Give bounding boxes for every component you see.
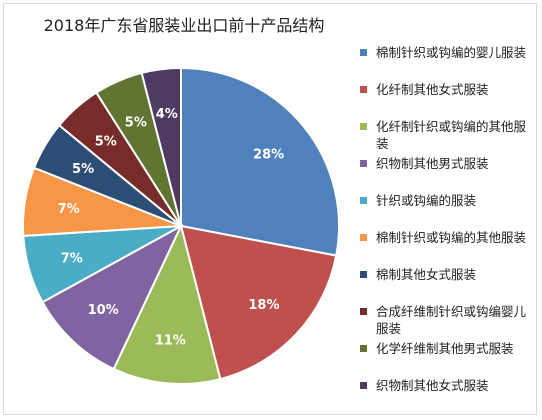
slice-data-label: 7% (61, 252, 83, 267)
slice-data-label: 28% (253, 147, 284, 162)
legend-label: 化纤制其他女式服装 (376, 82, 489, 97)
slice-data-label: 4% (156, 107, 178, 122)
pie-slice (179, 224, 338, 381)
chart-frame: 2018年广东省服装业出口前十产品结构 28% 18% 11% 10% 7% 7% 5% 5%… (3, 3, 537, 415)
legend-label: 棉制其他女式服装 (376, 267, 477, 282)
legend-label: 针织或钩编的服装 (376, 193, 477, 208)
legend-item: 合成纤维制针织或钩编婴儿服装 (358, 303, 534, 340)
pie-slice (180, 66, 340, 257)
legend-swatch (360, 271, 367, 278)
pie-slice (112, 223, 222, 385)
legend-swatch (360, 86, 367, 93)
pie-slice (41, 223, 184, 371)
legend-swatch (360, 345, 367, 352)
slice-data-label: 5% (125, 116, 147, 131)
legend-item: 针织或钩编的服装 (358, 192, 534, 229)
legend-item: 化学纤维制其他男式服装 (358, 340, 534, 377)
legend-swatch (360, 160, 367, 167)
legend-swatch (360, 123, 367, 130)
slice-data-label: 18% (248, 298, 279, 313)
legend-label: 化纤制针织或钩编的其他服装 (376, 119, 527, 151)
legend-item: 织物制其他男式服装 (358, 155, 534, 192)
pie-chart: 28%18%11%10%7%7%5%5%5%4% (22, 66, 340, 385)
legend-swatch (360, 308, 367, 315)
legend-item: 棉制其他女式服装 (358, 266, 534, 303)
slice-data-label: 11% (155, 333, 186, 348)
legend-item: 化纤制其他女式服装 (358, 81, 534, 118)
legend-item: 棉制针织或钩编的婴儿服装 (358, 44, 534, 81)
legend-item: 化纤制针织或钩编的其他服装 (358, 118, 534, 155)
slice-data-label: 5% (72, 162, 94, 177)
legend-item: 棉制针织或钩编的其他服装 (358, 229, 534, 266)
legend-swatch (360, 49, 367, 56)
legend-label: 合成纤维制针织或钩编婴儿服装 (376, 304, 527, 336)
chart-title: 2018年广东省服装业出口前十产品结构 (43, 16, 325, 35)
slice-data-label: 5% (95, 135, 117, 150)
legend-label: 棉制针织或钩编的其他服装 (376, 230, 527, 245)
legend-label: 织物制其他女式服装 (376, 378, 489, 393)
chart-legend: 棉制针织或钩编的婴儿服装 化纤制其他女式服装化纤制针织或钩编的其他服装织物制其他男… (358, 44, 534, 414)
legend-swatch (360, 234, 367, 241)
slice-data-label: 10% (88, 303, 119, 318)
pie-slice (140, 66, 182, 227)
legend-swatch (360, 382, 367, 389)
legend-item: 织物制其他女式服装 (358, 377, 534, 414)
legend-label: 化学纤维制其他男式服装 (376, 341, 514, 356)
legend-swatch (360, 197, 367, 204)
legend-label: 棉制针织或钩编的婴儿服装 (376, 45, 527, 60)
slice-data-label: 7% (58, 202, 80, 217)
legend-label: 织物制其他男式服装 (376, 156, 489, 171)
